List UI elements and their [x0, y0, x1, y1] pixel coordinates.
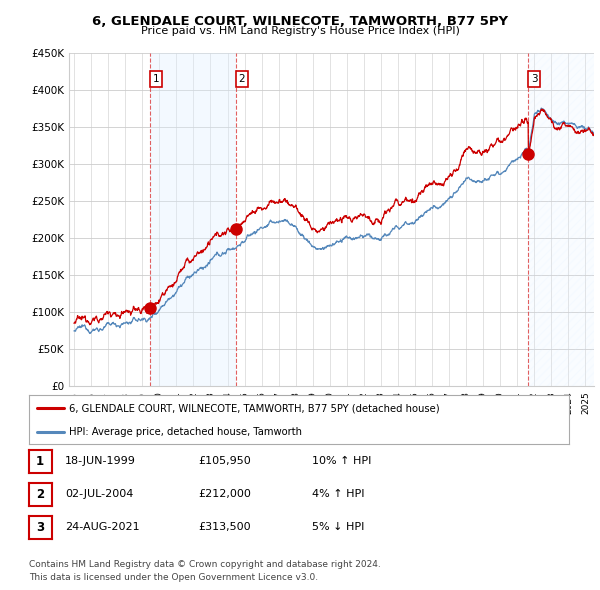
Text: 24-AUG-2021: 24-AUG-2021: [65, 523, 139, 532]
Text: 1: 1: [36, 455, 44, 468]
Text: 1: 1: [152, 74, 160, 84]
Text: £313,500: £313,500: [198, 523, 251, 532]
Text: 2: 2: [239, 74, 245, 84]
Text: £212,000: £212,000: [198, 490, 251, 499]
Text: 6, GLENDALE COURT, WILNECOTE, TAMWORTH, B77 5PY (detached house): 6, GLENDALE COURT, WILNECOTE, TAMWORTH, …: [70, 404, 440, 414]
Text: HPI: Average price, detached house, Tamworth: HPI: Average price, detached house, Tamw…: [70, 427, 302, 437]
Text: 10% ↑ HPI: 10% ↑ HPI: [312, 457, 371, 466]
Text: 18-JUN-1999: 18-JUN-1999: [65, 457, 136, 466]
Text: 6, GLENDALE COURT, WILNECOTE, TAMWORTH, B77 5PY: 6, GLENDALE COURT, WILNECOTE, TAMWORTH, …: [92, 15, 508, 28]
Text: 2: 2: [36, 488, 44, 501]
Text: £105,950: £105,950: [198, 457, 251, 466]
Text: 5% ↓ HPI: 5% ↓ HPI: [312, 523, 364, 532]
Text: 02-JUL-2004: 02-JUL-2004: [65, 490, 133, 499]
Text: This data is licensed under the Open Government Licence v3.0.: This data is licensed under the Open Gov…: [29, 572, 318, 582]
Text: 4% ↑ HPI: 4% ↑ HPI: [312, 490, 365, 499]
Text: Contains HM Land Registry data © Crown copyright and database right 2024.: Contains HM Land Registry data © Crown c…: [29, 560, 380, 569]
Text: Price paid vs. HM Land Registry's House Price Index (HPI): Price paid vs. HM Land Registry's House …: [140, 26, 460, 36]
Text: 3: 3: [36, 521, 44, 534]
Text: 3: 3: [531, 74, 538, 84]
